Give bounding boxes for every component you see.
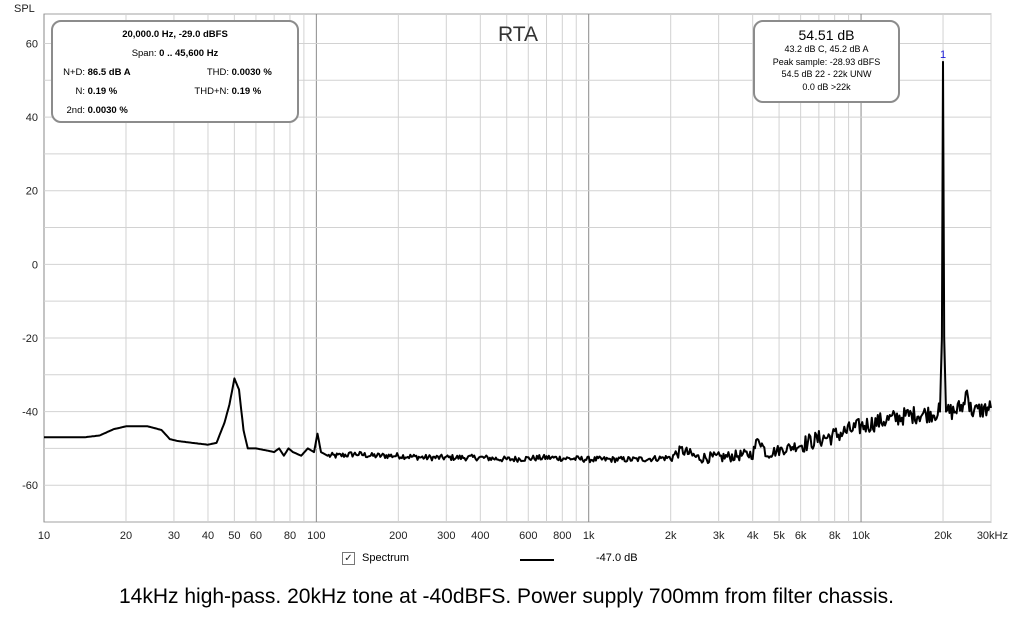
legend-series-name: Spectrum xyxy=(362,552,410,564)
noise-value: 0.19 % xyxy=(87,86,118,97)
y-axis-label: SPL xyxy=(14,3,35,15)
second-harmonic-value: 0.0030 % xyxy=(87,105,128,116)
x-tick-label: 10 xyxy=(38,530,50,542)
y-tick-label: 40 xyxy=(26,112,38,124)
x-tick-label: 3k xyxy=(713,530,725,542)
nd-readout: N+D: 86.5 dB A xyxy=(53,67,131,78)
measurement-info-box: 20,000.0 Hz, -29.0 dBFS Span: 0 .. 45,60… xyxy=(51,20,299,123)
second-harmonic-readout: 2nd: 0.0030 % xyxy=(53,105,128,116)
x-tick-label: 20 xyxy=(120,530,132,542)
span-label: Span: xyxy=(131,48,157,59)
x-tick-label: 60 xyxy=(250,530,262,542)
x-tick-label: 30kHz xyxy=(977,530,1008,542)
y-tick-label: 0 xyxy=(32,259,38,271)
span-value: 0 .. 45,600 Hz xyxy=(159,48,219,59)
y-tick-label: -20 xyxy=(22,333,38,345)
x-tick-label: 300 xyxy=(437,530,455,542)
y-tick-label: -40 xyxy=(22,407,38,419)
x-tick-labels: 10 20 30 40 50 60 80 100 200 300 400 600 800 1k 2k 3k 4k… xyxy=(38,530,1008,542)
above-band-readout: 0.0 dB >22k xyxy=(802,81,851,92)
unweighted-level-readout: 54.5 dB 22 - 22k UNW xyxy=(781,69,872,79)
noise-readout: N: 0.19 % xyxy=(53,86,118,97)
thd-readout: THD: 0.0030 % xyxy=(183,67,272,78)
x-tick-label: 5k xyxy=(773,530,785,542)
legend-cursor-value: -47.0 dB xyxy=(596,552,638,564)
y-tick-label: 20 xyxy=(26,186,38,198)
x-tick-label: 20k xyxy=(934,530,952,542)
x-tick-label: 100 xyxy=(307,530,325,542)
x-tick-label: 2k xyxy=(665,530,677,542)
x-tick-label: 8k xyxy=(829,530,841,542)
thd-label: THD: xyxy=(206,67,229,78)
nd-value: 86.5 dB A xyxy=(87,67,131,78)
y-tick-labels: 60 40 20 0 -20 -40 -60 xyxy=(22,38,38,492)
second-harmonic-label: 2nd: xyxy=(66,105,86,116)
noise-label: N: xyxy=(75,86,86,97)
legend-line-swatch xyxy=(520,559,554,561)
y-tick-label: 60 xyxy=(26,38,38,50)
x-tick-label: 30 xyxy=(168,530,180,542)
frequency-readout: 20,000.0 Hz, -29.0 dBFS xyxy=(122,29,228,40)
level-info-box: 54.51 dB 43.2 dB C, 45.2 dB A Peak sampl… xyxy=(753,20,900,103)
legend: ✓ Spectrum -47.0 dB xyxy=(340,551,670,567)
x-tick-label: 40 xyxy=(202,530,214,542)
x-tick-label: 1k xyxy=(583,530,595,542)
caption: 14kHz high-pass. 20kHz tone at -40dBFS. … xyxy=(119,585,894,608)
thdn-value: 0.19 % xyxy=(231,86,262,97)
x-tick-label: 200 xyxy=(389,530,407,542)
x-tick-label: 10k xyxy=(852,530,870,542)
weighted-level-readout: 43.2 dB C, 45.2 dB A xyxy=(784,44,869,54)
x-tick-label: 50 xyxy=(228,530,240,542)
nd-label: N+D: xyxy=(63,67,85,78)
x-tick-label: 400 xyxy=(471,530,489,542)
span-readout: Span: 0 .. 45,600 Hz xyxy=(53,48,297,59)
peak-marker-label: 1 xyxy=(940,49,946,61)
x-tick-label: 4k xyxy=(747,530,759,542)
spectrum-series-line xyxy=(44,60,992,465)
spectrum-checkbox[interactable]: ✓ xyxy=(342,552,355,565)
x-tick-label: 800 xyxy=(553,530,571,542)
thd-value: 0.0030 % xyxy=(231,67,272,78)
x-tick-label: 80 xyxy=(284,530,296,542)
y-tick-label: -60 xyxy=(22,480,38,492)
peak-sample-readout: Peak sample: -28.93 dBFS xyxy=(772,56,881,67)
level-readout: 54.51 dB xyxy=(798,27,855,43)
x-tick-label: 6k xyxy=(795,530,807,542)
thdn-readout: THD+N: 0.19 % xyxy=(183,86,261,97)
chart-title: RTA xyxy=(498,23,538,46)
x-tick-label: 600 xyxy=(519,530,537,542)
thdn-label: THD+N: xyxy=(194,86,229,97)
